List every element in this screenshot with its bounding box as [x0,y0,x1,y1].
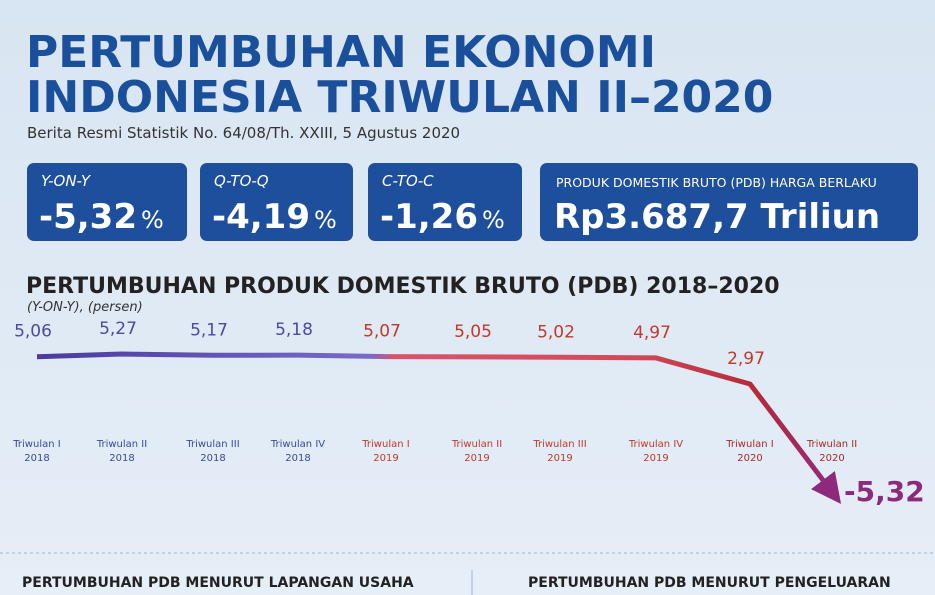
data-label: 5,18 [275,320,313,340]
stat-value: -4,19 [212,197,310,237]
stat-label: C-TO-C [382,172,434,190]
data-label: 5,17 [190,320,228,340]
x-tick-label: Triwulan IV 2019 [628,439,683,464]
stat-box [200,163,353,241]
stat-label: PRODUK DOMESTIK BRUTO (PDB) HARGA BERLAK… [556,175,877,190]
data-line [36,351,842,504]
stat-box [368,163,522,241]
x-tick-label: Triwulan III 2018 [185,439,239,464]
x-tick-label: Triwulan II 2018 [96,439,147,464]
data-label: 2,97 [727,349,765,369]
data-label: 5,07 [363,322,401,342]
stat-value: -1,26 [380,197,478,237]
chart-subtitle: (Y-ON-Y), (persen) [27,300,143,315]
data-label: 5,27 [99,319,137,339]
title-line: INDONESIA TRIWULAN II–2020 [26,72,773,123]
x-tick-label: Triwulan III 2019 [532,439,586,464]
data-label: 5,05 [454,322,492,342]
x-tick-label: Triwulan I 2018 [12,439,60,464]
stat-label: Q-TO-Q [214,172,269,190]
subtitle: Berita Resmi Statistik No. 64/08/Th. XXI… [27,124,460,142]
x-tick-label: Triwulan IV 2018 [270,439,325,464]
data-label: 5,06 [14,322,52,342]
x-tick-label: Triwulan II 2020 [806,439,857,464]
stat-value: Rp3.687,7 Triliun [554,197,880,237]
data-label: 4,97 [633,323,671,343]
data-label: -5,32 [844,475,925,508]
stat-unit: % [482,206,505,234]
chart-title: PERTUMBUHAN PRODUK DOMESTIK BRUTO (PDB) … [26,274,780,299]
stat-boxes: Y-ON-Y -5,32 % Q-TO-Q -4,19 % C-TO-C -1,26 % PROD… [27,163,918,241]
data-label: 5,02 [537,322,575,342]
stat-unit: % [314,206,337,234]
x-tick-label: Triwulan I 2020 [725,439,773,464]
stat-value: -5,32 [39,197,137,237]
stat-unit: % [141,206,164,234]
stat-label: Y-ON-Y [41,172,92,190]
line-chart: Triwulan I 2018 Triwulan II 2018 Triwulan II… [12,319,924,508]
stat-box [27,163,187,241]
title-line: PERTUMBUHAN EKONOMI [26,27,656,78]
section-heading: PERTUMBUHAN PDB MENURUT LAPANGAN USAHA [22,575,414,591]
stat-box [540,163,918,241]
x-tick-label: Triwulan II 2019 [451,439,502,464]
section-heading: PERTUMBUHAN PDB MENURUT PENGELUARAN [528,575,891,591]
x-tick-label: Triwulan I 2019 [361,439,409,464]
